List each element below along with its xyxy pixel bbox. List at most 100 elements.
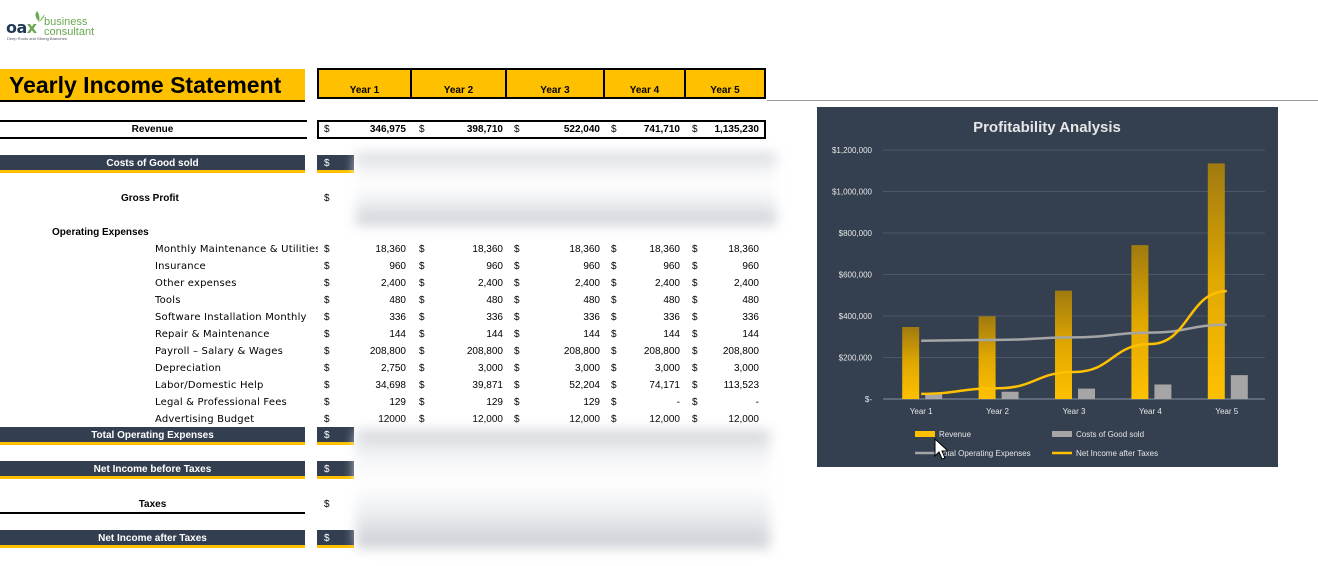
- value-cell[interactable]: 144: [583, 329, 600, 340]
- value-cell[interactable]: 129: [486, 397, 503, 408]
- sheet-divider: [767, 100, 1318, 101]
- value-cell[interactable]: 336: [389, 312, 406, 323]
- currency-symbol: $: [514, 380, 520, 391]
- currency-symbol: $: [324, 124, 330, 135]
- value-cell[interactable]: 34,698: [375, 380, 406, 391]
- value-cell[interactable]: 398,710: [466, 124, 503, 135]
- value-cell[interactable]: 1,135,230: [714, 124, 760, 135]
- year-header-1[interactable]: Year 1: [317, 68, 412, 99]
- value-cell[interactable]: 336: [742, 312, 759, 323]
- year-header-3[interactable]: Year 3: [505, 68, 605, 99]
- value-cell[interactable]: 480: [663, 295, 680, 306]
- net-after-row[interactable]: Net Income after Taxes $: [0, 530, 770, 548]
- opex-row[interactable]: Repair & Maintenance $144 $144 $144 $144 $144: [0, 326, 770, 343]
- value-cell[interactable]: 336: [663, 312, 680, 323]
- title-cell[interactable]: Yearly Income Statement: [0, 69, 305, 102]
- year-header-5[interactable]: Year 5: [684, 68, 766, 99]
- value-cell[interactable]: 144: [486, 329, 503, 340]
- opex-row[interactable]: Labor/Domestic Help $34,698 $39,871 $52,204…: [0, 377, 770, 394]
- revenue-label-cell: [0, 120, 307, 139]
- value-cell[interactable]: 2,400: [574, 278, 600, 289]
- costs-row[interactable]: Costs of Good sold $: [0, 155, 770, 173]
- value-cell[interactable]: 208,800: [563, 346, 600, 357]
- value-cell[interactable]: 960: [486, 261, 503, 272]
- value-cell[interactable]: 2,400: [654, 278, 680, 289]
- value-cell[interactable]: 346,975: [369, 124, 406, 135]
- value-cell[interactable]: 960: [663, 261, 680, 272]
- value-cell[interactable]: 960: [742, 261, 759, 272]
- currency-symbol: $: [419, 414, 425, 425]
- value-cell[interactable]: 960: [389, 261, 406, 272]
- total-opex-row[interactable]: Total Operating Expenses $: [0, 427, 770, 445]
- value-cell[interactable]: 52,204: [569, 380, 600, 391]
- opex-row[interactable]: Monthly Maintenance & Utilities $18,360 $1…: [0, 241, 770, 258]
- value-cell[interactable]: 208,800: [369, 346, 406, 357]
- value-cell[interactable]: 129: [389, 397, 406, 408]
- value-cell[interactable]: 480: [742, 295, 759, 306]
- currency-symbol: $: [514, 295, 520, 306]
- gross-profit-row[interactable]: Gross Profit $: [0, 190, 770, 207]
- value-cell[interactable]: 208,800: [466, 346, 503, 357]
- value-cell[interactable]: 3,000: [574, 363, 600, 374]
- value-cell[interactable]: 129: [583, 397, 600, 408]
- value-cell[interactable]: 208,800: [722, 346, 759, 357]
- value-cell[interactable]: -: [676, 397, 680, 408]
- value-cell[interactable]: 144: [663, 329, 680, 340]
- value-cell[interactable]: 336: [583, 312, 600, 323]
- value-cell[interactable]: 2,750: [380, 363, 406, 374]
- value-cell[interactable]: -: [755, 397, 759, 408]
- value-cell[interactable]: 18,360: [728, 244, 759, 255]
- value-cell[interactable]: 2,400: [380, 278, 406, 289]
- value-cell[interactable]: 522,040: [563, 124, 600, 135]
- value-cell[interactable]: 18,360: [375, 244, 406, 255]
- y-tick-label: $600,000: [839, 271, 873, 280]
- value-cell[interactable]: 113,523: [723, 380, 759, 391]
- opex-row[interactable]: Other expenses $2,400 $2,400 $2,400 $2,400 $2…: [0, 275, 770, 292]
- value-cell[interactable]: 3,000: [654, 363, 680, 374]
- opex-row[interactable]: Software Installation Monthly $336 $336 $33…: [0, 309, 770, 326]
- value-cell[interactable]: 12,000: [728, 414, 759, 425]
- taxes-row[interactable]: Taxes $: [0, 496, 770, 514]
- value-cell[interactable]: 480: [486, 295, 503, 306]
- opex-row[interactable]: Tools $480 $480 $480 $480 $480: [0, 292, 770, 309]
- logo-tagline: Deep Roots and Strong Branches: [7, 36, 67, 41]
- opex-row[interactable]: Payroll – Salary & Wages $208,800 $208,800…: [0, 343, 770, 360]
- value-cell[interactable]: 18,360: [569, 244, 600, 255]
- value-cell[interactable]: 18,360: [472, 244, 503, 255]
- value-cell[interactable]: 39,871: [472, 380, 503, 391]
- value-cell[interactable]: 960: [583, 261, 600, 272]
- value-cell[interactable]: 12,000: [649, 414, 680, 425]
- value-cell[interactable]: 144: [389, 329, 406, 340]
- value-cell[interactable]: 480: [389, 295, 406, 306]
- currency-symbol: $: [611, 124, 617, 135]
- year-header-4[interactable]: Year 4: [603, 68, 686, 99]
- opex-row[interactable]: Advertising Budget $12000 $12,000 $12,000 $1…: [0, 411, 770, 428]
- value-cell[interactable]: 3,000: [733, 363, 759, 374]
- net-before-row[interactable]: Net Income before Taxes $: [0, 461, 770, 479]
- value-cell[interactable]: 336: [486, 312, 503, 323]
- revenue-row[interactable]: Revenue $346,975 $398,710 $522,040 $741,710…: [0, 121, 770, 138]
- costs-label: Costs of Good sold: [0, 155, 305, 173]
- currency-symbol: $: [419, 244, 425, 255]
- currency-symbol: $: [324, 295, 330, 306]
- net-after-currency: $: [317, 530, 354, 548]
- value-cell[interactable]: 12,000: [569, 414, 600, 425]
- currency-symbol: $: [419, 380, 425, 391]
- opex-row[interactable]: Depreciation $2,750 $3,000 $3,000 $3,000 $3,0…: [0, 360, 770, 377]
- value-cell[interactable]: 480: [583, 295, 600, 306]
- value-cell[interactable]: 3,000: [477, 363, 503, 374]
- profitability-chart[interactable]: Profitability Analysis $- $200,000 $400,000…: [817, 107, 1278, 467]
- value-cell[interactable]: 741,710: [643, 124, 680, 135]
- value-cell[interactable]: 74,171: [649, 380, 680, 391]
- opex-row[interactable]: Legal & Professional Fees $129 $129 $129 $ - $…: [0, 394, 770, 411]
- value-cell[interactable]: 2,400: [477, 278, 503, 289]
- opex-row[interactable]: Insurance $960 $960 $960 $960 $960: [0, 258, 770, 275]
- value-cell[interactable]: 18,360: [649, 244, 680, 255]
- opex-item-label: Depreciation: [155, 363, 222, 374]
- value-cell[interactable]: 12,000: [472, 414, 503, 425]
- year-header-2[interactable]: Year 2: [410, 68, 507, 99]
- value-cell[interactable]: 144: [742, 329, 759, 340]
- value-cell[interactable]: 208,800: [643, 346, 680, 357]
- value-cell[interactable]: 2,400: [733, 278, 759, 289]
- value-cell[interactable]: 12000: [378, 414, 406, 425]
